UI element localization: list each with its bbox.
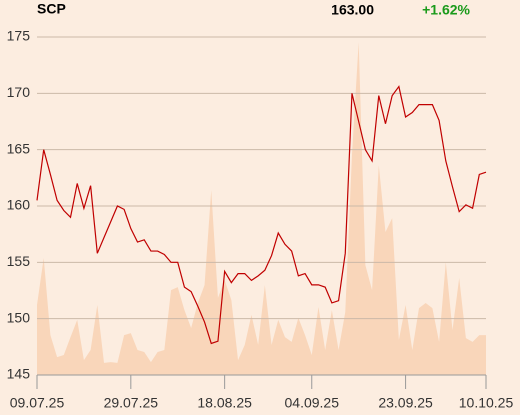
last-price: 163.00 <box>331 2 374 18</box>
volume-area <box>37 42 486 375</box>
y-tick-label: 165 <box>7 140 31 156</box>
y-tick-label: 145 <box>7 366 31 382</box>
x-tick-label: 23.09.25 <box>378 395 433 411</box>
y-tick-label: 150 <box>7 309 31 325</box>
y-tick-label: 155 <box>7 253 31 269</box>
x-tick-label: 18.08.25 <box>197 395 252 411</box>
x-tick-label: 04.09.25 <box>285 395 340 411</box>
price-change: +1.62% <box>422 2 470 18</box>
y-tick-label: 170 <box>7 84 31 100</box>
x-tick-label: 29.07.25 <box>104 395 159 411</box>
x-tick-label: 10.10.25 <box>459 395 514 411</box>
price-line <box>36 85 487 345</box>
y-tick-label: 175 <box>7 28 31 44</box>
y-tick-label: 160 <box>7 197 31 213</box>
symbol: SCP <box>37 1 66 17</box>
x-tick-label: 09.07.25 <box>10 395 65 411</box>
